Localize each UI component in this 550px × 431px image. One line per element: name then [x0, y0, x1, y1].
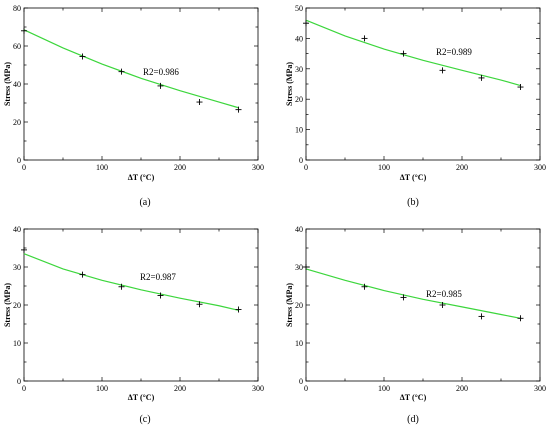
x-tick-label: 200	[456, 384, 468, 393]
chart-panel: 0 100 200 300 0 20 40 60 80 R2=0.986 ΔT (°C) Stress…	[3, 4, 264, 208]
plot-frame	[305, 228, 541, 382]
chart-panel: 0 100 200 300 0 10 20 30 40 50 R2=0.989 ΔT (°C) Stre…	[285, 4, 546, 208]
y-tick-label: 40	[295, 225, 303, 234]
y-axis-label: Stress (MPa)	[3, 283, 12, 327]
x-axis-label: ΔT (°C)	[400, 173, 427, 182]
x-tick-label: 200	[456, 163, 468, 172]
y-tick-label: 0	[17, 377, 21, 386]
x-tick-label: 0	[304, 384, 308, 393]
x-tick-label: 200	[174, 163, 186, 172]
y-tick-label: 40	[13, 80, 21, 89]
x-tick-label: 100	[378, 163, 390, 172]
y-tick-label: 30	[295, 263, 303, 272]
data-point	[478, 74, 485, 81]
x-tick-label: 300	[534, 384, 546, 393]
data-point	[79, 53, 86, 60]
fit-curve	[305, 19, 521, 87]
data-point	[517, 315, 524, 322]
x-tick-label: 300	[252, 384, 264, 393]
y-tick-label: 30	[295, 65, 303, 74]
y-tick-label: 20	[13, 118, 21, 127]
r2-annotation: R2=0.989	[436, 47, 472, 57]
data-point	[303, 20, 309, 27]
x-tick-label: 0	[304, 163, 308, 172]
fit-curve	[23, 253, 239, 311]
x-axis-label: ΔT (°C)	[128, 173, 155, 182]
x-tick-label: 100	[96, 163, 108, 172]
r2-annotation: R2=0.986	[143, 67, 179, 77]
panel-label: (b)	[407, 197, 419, 208]
x-tick-label: 300	[534, 163, 546, 172]
plot-frame	[23, 228, 259, 382]
chart-panel: 0 100 200 300 0 10 20 30 40 R2=0.985 ΔT (°C) Stress…	[285, 225, 546, 425]
data-point	[21, 246, 27, 253]
data-point	[303, 264, 309, 270]
panel-label: (d)	[407, 414, 419, 425]
y-tick-label: 10	[295, 339, 303, 348]
data-point	[361, 283, 368, 290]
y-tick-label: 60	[13, 42, 21, 51]
chart-panel: 0 100 200 300 0 10 20 30 40 R2=0.987 ΔT (°C) Stress…	[3, 225, 264, 425]
x-tick-label: 100	[378, 384, 390, 393]
x-tick-label: 300	[252, 163, 264, 172]
data-point	[21, 27, 27, 34]
data-point	[400, 294, 407, 301]
x-tick-label: 200	[174, 384, 186, 393]
y-tick-label: 20	[295, 301, 303, 310]
y-tick-label: 40	[13, 225, 21, 234]
y-tick-label: 20	[13, 301, 21, 310]
x-axis-label: ΔT (°C)	[400, 393, 427, 402]
r2-annotation: R2=0.987	[140, 272, 176, 282]
y-axis-label: Stress (MPa)	[285, 283, 294, 327]
x-tick-label: 0	[22, 384, 26, 393]
y-tick-label: 0	[17, 156, 21, 165]
data-point	[439, 67, 446, 74]
fit-curve	[23, 29, 239, 109]
data-point	[118, 68, 125, 75]
data-point	[196, 99, 203, 106]
y-tick-label: 40	[295, 34, 303, 43]
y-tick-label: 10	[13, 339, 21, 348]
y-axis-label: Stress (MPa)	[3, 62, 12, 106]
r2-annotation: R2=0.985	[426, 289, 462, 299]
data-point	[439, 302, 446, 308]
y-tick-label: 10	[295, 126, 303, 135]
data-point	[235, 306, 242, 313]
panel-label: (a)	[139, 197, 150, 208]
data-point	[235, 106, 242, 113]
fit-curve	[305, 268, 521, 319]
x-tick-label: 100	[96, 384, 108, 393]
plot-frame	[305, 7, 541, 161]
data-point	[478, 313, 485, 320]
y-tick-label: 80	[13, 4, 21, 13]
y-tick-label: 20	[295, 95, 303, 104]
panel-label: (c)	[139, 414, 150, 425]
y-tick-label: 0	[299, 377, 303, 386]
data-point	[196, 301, 203, 308]
data-point	[118, 283, 125, 290]
data-point	[517, 84, 524, 91]
data-point	[157, 82, 164, 89]
y-tick-label: 50	[295, 4, 303, 13]
x-axis-label: ΔT (°C)	[128, 393, 155, 402]
data-point	[400, 50, 407, 57]
data-point	[157, 292, 164, 299]
y-tick-label: 30	[13, 263, 21, 272]
x-tick-label: 0	[22, 163, 26, 172]
y-tick-label: 0	[299, 156, 303, 165]
plot-frame	[23, 7, 259, 161]
y-axis-label: Stress (MPa)	[285, 62, 294, 106]
data-point	[79, 271, 86, 278]
data-point	[361, 35, 368, 42]
